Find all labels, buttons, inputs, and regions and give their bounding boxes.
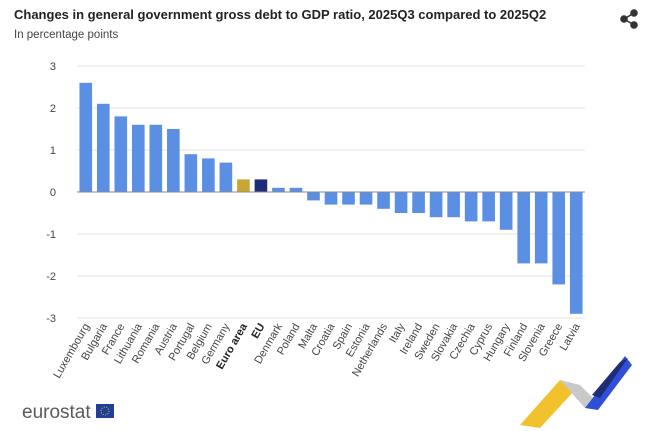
- bar: [517, 192, 530, 264]
- share-dot: [630, 9, 638, 17]
- bar: [254, 179, 268, 192]
- bar: [534, 192, 548, 264]
- y-tick-label: 1: [50, 145, 56, 157]
- bar: [464, 192, 478, 222]
- y-tick-label: -1: [46, 229, 56, 241]
- share-dot: [620, 15, 628, 23]
- bar: [412, 192, 425, 213]
- bar: [359, 192, 373, 205]
- logo-flag: [96, 404, 114, 418]
- y-tick-label: -2: [46, 271, 56, 283]
- bar: [289, 187, 303, 192]
- bar: [96, 103, 110, 192]
- decor-navy: [592, 358, 628, 398]
- bar: [482, 192, 495, 222]
- bar: [184, 154, 198, 192]
- y-tick-label: -3: [46, 313, 56, 325]
- bar: [132, 124, 145, 192]
- bar: [569, 192, 583, 314]
- chart-title: Changes in general government gross debt…: [14, 7, 546, 22]
- bar: [324, 192, 338, 205]
- logo-stars: [100, 406, 110, 416]
- bar: [219, 162, 233, 192]
- bar: [149, 124, 163, 192]
- bar: [272, 187, 285, 192]
- share-icon[interactable]: [620, 9, 638, 29]
- share-dot: [630, 21, 638, 29]
- bar: [79, 82, 93, 192]
- bar: [167, 129, 180, 192]
- decor-yellow: [520, 380, 575, 428]
- y-tick-label: 2: [50, 103, 56, 115]
- bar: [114, 116, 128, 192]
- logo-text: eurostat: [22, 402, 91, 423]
- bar: [394, 192, 408, 213]
- bar: [342, 192, 355, 205]
- bar: [447, 192, 460, 218]
- y-tick-label: 3: [50, 61, 56, 73]
- bar: [552, 192, 566, 285]
- chart-subtitle: In percentage points: [14, 29, 118, 41]
- bar: [202, 158, 215, 192]
- bar: [237, 179, 250, 192]
- bar: [307, 192, 320, 201]
- bar: [499, 192, 513, 230]
- bar: [429, 192, 443, 218]
- bar: [377, 192, 390, 209]
- y-tick-label: 0: [50, 187, 56, 199]
- decor-grey: [560, 380, 600, 408]
